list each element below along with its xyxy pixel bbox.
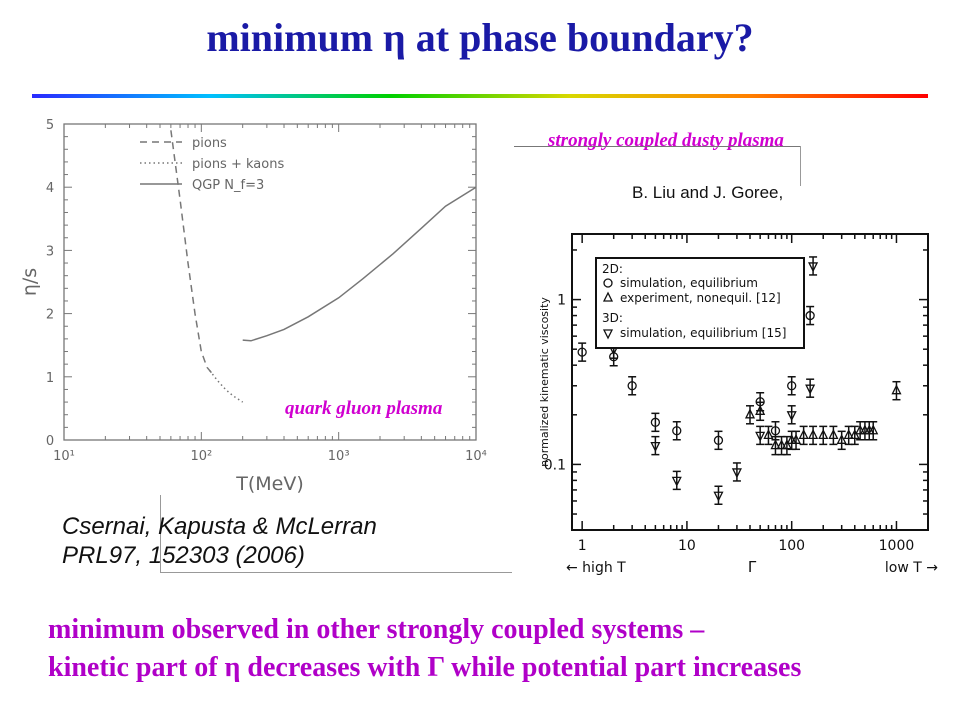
qgp-viscosity-chart: 10¹ 10² 10³ 10⁴ 0 1 2 3 4 5 T(MeV) η/s pions pions + … — [19, 118, 487, 495]
data-point — [577, 347, 587, 357]
data-point — [603, 278, 613, 288]
data-point — [855, 424, 866, 435]
data-point — [713, 491, 724, 502]
y-tick-label: 0 — [46, 434, 54, 449]
y-tick-label: 0.1 — [544, 457, 566, 473]
data-point — [672, 426, 682, 436]
legend-box — [595, 257, 805, 349]
data-point — [891, 384, 902, 395]
series-line — [209, 370, 244, 403]
data-point — [602, 291, 614, 302]
data-point — [828, 428, 839, 440]
data-point — [781, 439, 792, 450]
data-point — [868, 424, 879, 435]
bottom-text-line1: minimum observed in other strongly coupl… — [48, 614, 705, 645]
y-tick-label: 2 — [46, 308, 54, 323]
data-point — [650, 417, 661, 427]
data-point — [763, 428, 774, 440]
data-point — [808, 428, 819, 440]
legend-label: simulation, equilibrium — [620, 276, 758, 290]
y-tick-label: 5 — [46, 118, 54, 133]
qgp-chart-panel: 10¹ 10² 10³ 10⁴ 0 1 2 3 4 5 T(MeV) η/s pions pions + … — [18, 112, 512, 572]
citation-box-bottom-rule — [160, 572, 512, 573]
data-point — [786, 411, 797, 422]
y-tick-label: 1 — [46, 371, 54, 386]
legend-heading-3d: 3D: — [602, 311, 623, 325]
x-tick-label: 100 — [778, 538, 805, 554]
csernai-citation-line2: PRL97, 152303 (2006) — [62, 542, 305, 569]
plot-frame — [63, 123, 477, 441]
x-axis-label: Γ — [748, 558, 757, 576]
y-axis-label: normalized kinematic viscosity — [538, 297, 551, 467]
bottom-text-line2: kinetic part of η decreases with Γ while… — [48, 652, 802, 683]
x-tick-label: 10² — [190, 449, 212, 464]
slide-title: minimum η at phase boundary? — [206, 15, 754, 60]
dusty-plasma-viscosity-chart: 1 10 100 1000 0.1 1 normalized kinematic visco… — [538, 233, 938, 576]
data-point — [731, 468, 742, 479]
x-tick-label: 10 — [678, 538, 696, 554]
liu-goree-citation: B. Liu and J. Goree, — [632, 183, 784, 202]
legend-label: pions + kaons — [192, 157, 284, 172]
data-point — [776, 439, 787, 450]
data-point — [755, 431, 766, 442]
x-axis-label-right: low T → — [885, 560, 938, 576]
qgp-label: quark gluon plasma — [285, 398, 443, 419]
legend-label: QGP N_f=3 — [192, 178, 264, 193]
legend-label: experiment, nonequil. [12] — [620, 291, 781, 305]
data-point — [808, 262, 819, 273]
x-axis-label-left: ← high T — [566, 560, 626, 576]
y-tick-label: 4 — [46, 181, 54, 196]
data-point — [770, 426, 781, 436]
dusty-plasma-label: strongly coupled dusty plasma — [548, 130, 784, 151]
y-tick-label: 1 — [557, 293, 566, 309]
data-point — [770, 439, 781, 450]
dusty-plasma-chart-panel: 1 10 100 1000 0.1 1 normalized kinematic visco… — [520, 222, 940, 602]
data-point — [805, 310, 815, 321]
legend-heading-2d: 2D: — [602, 262, 623, 276]
data-point — [627, 381, 637, 391]
title-rule — [32, 94, 928, 98]
series-line — [242, 186, 477, 342]
data-point — [790, 433, 802, 444]
data-point — [755, 404, 766, 415]
data-point — [843, 428, 854, 440]
x-tick-label: 10¹ — [53, 449, 75, 464]
data-point — [744, 408, 756, 419]
data-point — [818, 428, 829, 440]
data-point — [798, 428, 809, 440]
x-tick-label: 10³ — [328, 449, 350, 464]
x-axis-label: T(MeV) — [235, 473, 304, 495]
legend-label: simulation, equilibrium [15] — [620, 326, 786, 340]
dusty-label-tick — [800, 146, 801, 186]
x-tick-label: 1000 — [879, 538, 915, 554]
data-point — [602, 329, 614, 340]
data-point — [650, 441, 661, 453]
csernai-citation-line1: Csernai, Kapusta & McLerran — [62, 513, 377, 540]
series-line — [170, 130, 213, 375]
citation-box-left-rule — [160, 495, 161, 572]
data-point — [671, 476, 682, 487]
x-tick-label: 10⁴ — [465, 449, 487, 464]
legend-label: pions — [192, 136, 227, 151]
data-point — [713, 435, 724, 445]
data-point — [836, 433, 847, 444]
y-axis-label: η/s — [19, 268, 41, 296]
x-tick-label: 1 — [578, 538, 587, 554]
dusty-label-rule — [514, 146, 800, 147]
data-point — [787, 381, 797, 391]
data-point — [805, 384, 816, 395]
y-tick-label: 3 — [46, 244, 54, 259]
